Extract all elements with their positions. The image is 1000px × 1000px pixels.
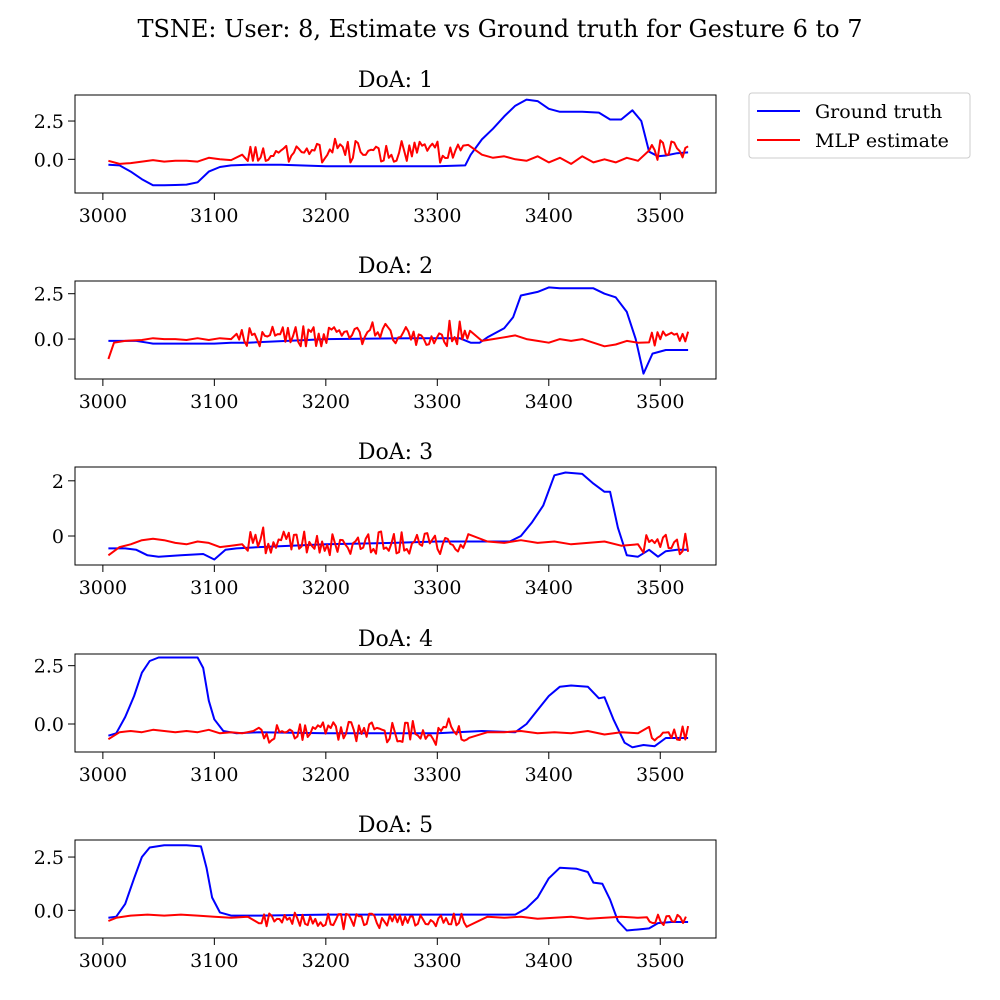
x-tick-label: 3100 — [190, 205, 238, 227]
y-tick-label: 0.0 — [34, 714, 64, 736]
y-tick-label: 2.5 — [34, 656, 64, 678]
y-tick-label: 2.5 — [34, 847, 64, 869]
x-tick-label: 3200 — [302, 391, 350, 413]
x-tick-label: 3500 — [636, 577, 684, 599]
x-tick-label: 3300 — [413, 950, 461, 972]
mlp-estimate-line — [108, 911, 687, 931]
subplot-doa-3: DoA: 3 3000 3100 3200 3300 3400 3500 0 2 — [52, 440, 717, 599]
legend-mlp-estimate-label: MLP estimate — [815, 130, 949, 152]
axes-frame — [74, 94, 717, 194]
x-tick-label: 3400 — [525, 205, 573, 227]
figure-suptitle: TSNE: User: 8, Estimate vs Ground truth … — [137, 15, 862, 43]
y-tick-label: 0.0 — [34, 900, 64, 922]
ground-truth-line — [108, 471, 689, 561]
x-tick-label: 3000 — [79, 577, 127, 599]
subplot-doa-2: DoA: 2 3000 3100 3200 3300 3400 3500 0.0 2.5 — [34, 254, 717, 413]
mlp-estimate-line — [107, 319, 690, 360]
legend-ground-truth-label: Ground truth — [815, 101, 942, 123]
legend: Ground truth MLP estimate — [748, 92, 971, 159]
axes-frame — [74, 280, 717, 380]
mlp-estimate-line — [107, 526, 690, 557]
axes-frame — [74, 466, 717, 566]
x-tick-label: 3100 — [190, 577, 238, 599]
subplot-doa-4: DoA: 4 3000 3100 3200 3300 3400 3500 0.0 2.5 — [34, 627, 717, 786]
x-tick-label: 3500 — [636, 205, 684, 227]
legend-frame — [748, 92, 971, 159]
subplot-title: DoA: 3 — [358, 440, 433, 465]
x-tick-label: 3400 — [525, 764, 573, 786]
y-tick-label: 2 — [52, 471, 64, 493]
subplot-doa-1: DoA: 1 3000 3100 3200 3300 3400 3500 0.0 2.5 — [34, 68, 717, 227]
x-tick-label: 3200 — [302, 577, 350, 599]
x-tick-label: 3000 — [79, 764, 127, 786]
x-tick-label: 3400 — [525, 950, 573, 972]
subplot-title: DoA: 1 — [358, 68, 433, 93]
x-tick-label: 3400 — [525, 577, 573, 599]
x-tick-label: 3300 — [413, 764, 461, 786]
x-tick-label: 3500 — [636, 950, 684, 972]
subplot-title: DoA: 2 — [358, 254, 433, 279]
y-tick-label: 0 — [52, 526, 64, 548]
subplot-title: DoA: 5 — [358, 813, 433, 838]
x-tick-label: 3300 — [413, 577, 461, 599]
x-tick-label: 3200 — [302, 205, 350, 227]
x-tick-label: 3000 — [79, 950, 127, 972]
ground-truth-line — [108, 286, 689, 375]
ground-truth-line — [108, 844, 689, 932]
y-tick-label: 0.0 — [34, 149, 64, 171]
ground-truth-line — [108, 98, 689, 187]
y-tick-label: 2.5 — [34, 284, 64, 306]
mlp-estimate-line — [108, 137, 689, 165]
subplot-doa-5: DoA: 5 3000 3100 3200 3300 3400 3500 0.0 2.5 — [34, 813, 717, 972]
x-tick-label: 3000 — [79, 391, 127, 413]
x-tick-label: 3200 — [302, 764, 350, 786]
mlp-estimate-line — [107, 717, 690, 746]
x-tick-label: 3300 — [413, 205, 461, 227]
subplot-title: DoA: 4 — [358, 627, 433, 652]
y-tick-label: 2.5 — [34, 111, 64, 133]
x-tick-label: 3200 — [302, 950, 350, 972]
x-tick-label: 3100 — [190, 950, 238, 972]
x-tick-label: 3100 — [190, 764, 238, 786]
x-tick-label: 3100 — [190, 391, 238, 413]
x-tick-label: 3400 — [525, 391, 573, 413]
y-tick-label: 0.0 — [34, 329, 64, 351]
x-tick-label: 3300 — [413, 391, 461, 413]
axes-frame — [74, 839, 717, 939]
x-tick-label: 3500 — [636, 764, 684, 786]
x-tick-label: 3000 — [79, 205, 127, 227]
axes-frame — [74, 653, 717, 753]
x-tick-label: 3500 — [636, 391, 684, 413]
